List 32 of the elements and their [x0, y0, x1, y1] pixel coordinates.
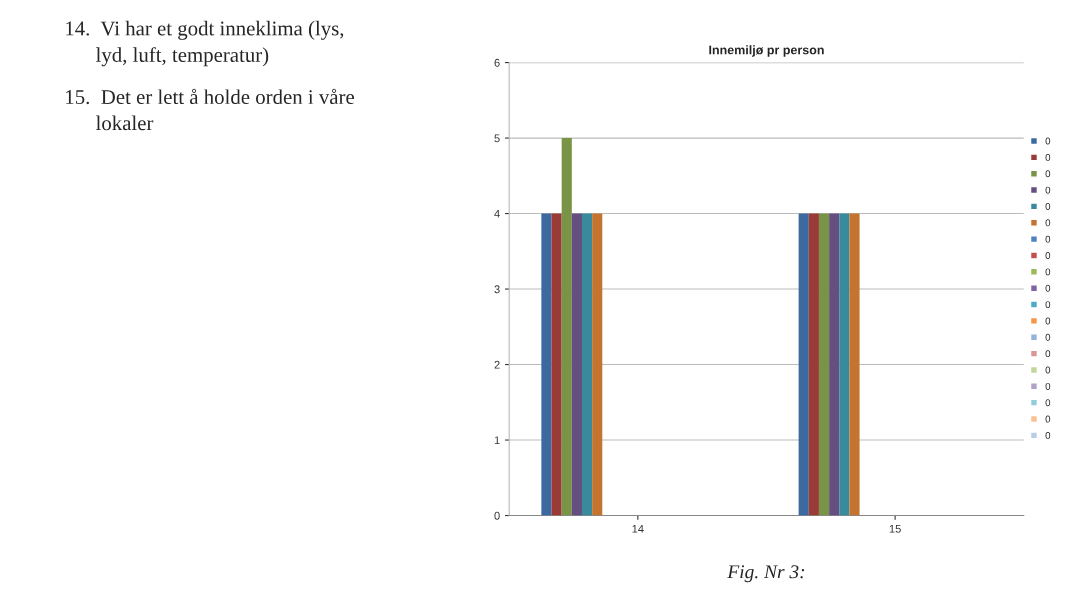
text: 15. Det er lett å holde orden i våre lokaler — [66, 88, 354, 131]
chart-title: Innemiljø pr person — [709, 45, 824, 57]
legend-label: 0 — [1045, 431, 1051, 439]
legend-label: 0 — [1045, 219, 1051, 227]
legend-label: 0 — [1045, 350, 1051, 358]
y-tick-label: 0 — [494, 511, 500, 520]
y-tick-label: 5 — [494, 134, 500, 143]
legend-label: 0 — [1045, 333, 1051, 341]
text: Fig. Nr 3: — [727, 565, 805, 583]
legend-label: 0 — [1045, 186, 1051, 194]
legend-label: 0 — [1045, 170, 1051, 178]
text: 14. Vi har et godt inneklima (lys, lyd, luft, temperatur) — [66, 20, 344, 67]
legend-label: 0 — [1045, 366, 1051, 374]
y-tick-label: 3 — [494, 285, 500, 294]
legend-label: 0 — [1045, 301, 1051, 309]
legend-label: 0 — [1045, 153, 1051, 161]
legend-label: 0 — [1045, 317, 1051, 325]
legend-label: 0 — [1045, 137, 1051, 145]
y-tick-label: 1 — [494, 436, 500, 445]
legend-label: 0 — [1045, 203, 1051, 210]
legend-label: 0 — [1045, 235, 1051, 243]
legend-label: 0 — [1045, 252, 1051, 259]
y-tick-label: 2 — [494, 360, 500, 369]
y-tick-label: 6 — [494, 58, 500, 67]
legend-label: 0 — [1045, 284, 1051, 292]
legend-label: 0 — [1045, 399, 1051, 407]
legend-label: 0 — [1045, 382, 1051, 390]
legend-label: 0 — [1045, 415, 1051, 423]
x-tick-label: 14 — [632, 524, 644, 533]
legend-label: 0 — [1045, 268, 1051, 276]
y-tick-label: 4 — [494, 209, 500, 218]
x-tick-label: 15 — [889, 524, 901, 533]
